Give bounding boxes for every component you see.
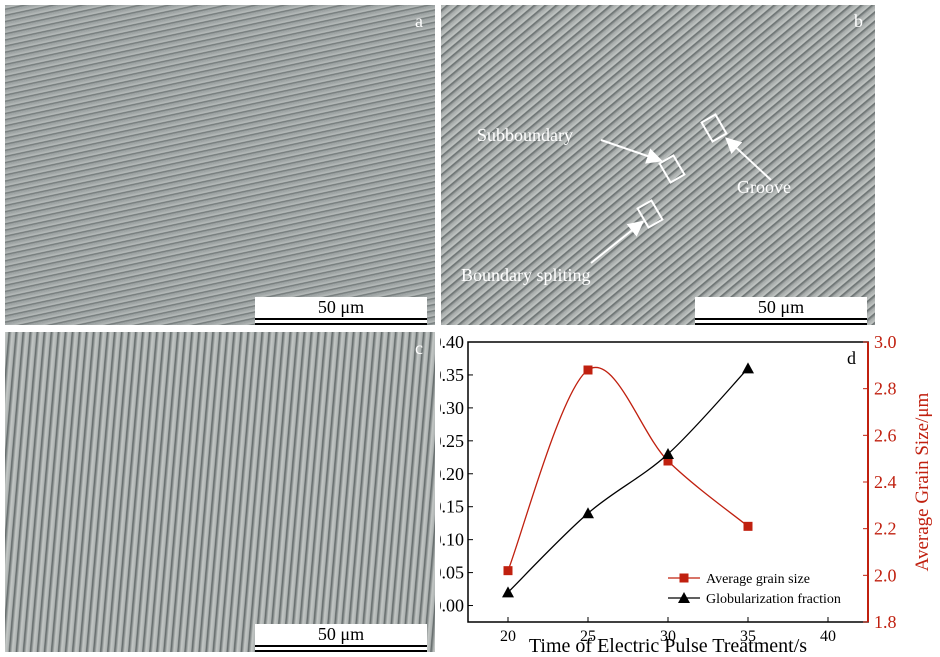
y-tick-label: 0.05 xyxy=(440,563,464,583)
marker xyxy=(680,574,689,583)
y-tick-label: 0.10 xyxy=(440,530,464,550)
y2-tick-label: 2.6 xyxy=(874,425,897,445)
panel-label: c xyxy=(415,338,423,359)
chart: 20253035400.000.050.100.150.200.250.300.… xyxy=(440,332,940,657)
y2-tick-label: 2.8 xyxy=(874,379,897,399)
y-tick-label: 0.40 xyxy=(440,332,464,352)
panel-label: d xyxy=(847,348,856,368)
x-axis-label: Time of Electric Pulse Treatment/s xyxy=(529,635,807,657)
micrograph: Subboundary Groove Boundary spliting b 5… xyxy=(441,5,875,325)
legend-label: Average grain size xyxy=(706,572,810,587)
y-tick-label: 0.20 xyxy=(440,464,464,484)
annotation: Groove xyxy=(737,177,791,198)
y-tick-label: 0.35 xyxy=(440,365,464,385)
marker xyxy=(584,366,593,375)
y-tick-label: 0.15 xyxy=(440,497,464,517)
series-line xyxy=(508,367,748,570)
legend-label: Globularization fraction xyxy=(706,592,841,607)
scale-bar: 50 μm xyxy=(255,624,427,652)
panel-label: a xyxy=(415,11,423,32)
marker xyxy=(744,522,753,531)
marker xyxy=(504,566,513,575)
x-tick-label: 20 xyxy=(500,628,516,645)
micrograph: a 50 μm xyxy=(5,5,435,325)
series-line xyxy=(508,368,748,592)
y2-tick-label: 1.8 xyxy=(874,612,897,632)
annotation: Boundary spliting xyxy=(461,265,591,286)
y-tick-label: 0.30 xyxy=(440,398,464,418)
annotation: Subboundary xyxy=(477,125,573,146)
y2-tick-label: 2.0 xyxy=(874,565,897,585)
y-tick-label: 0.00 xyxy=(440,596,464,616)
y2-tick-label: 3.0 xyxy=(874,332,897,352)
y2-axis-label: Average Grain Size/μm xyxy=(912,392,933,571)
scale-bar: 50 μm xyxy=(695,297,867,325)
y2-tick-label: 2.2 xyxy=(874,519,897,539)
micrograph: c 50 μm xyxy=(5,332,435,652)
y-tick-label: 0.25 xyxy=(440,431,464,451)
x-tick-label: 40 xyxy=(820,628,836,645)
panel-label: b xyxy=(854,11,863,32)
page: a 50 μm Subboundary Groove Boundary spli… xyxy=(0,0,940,657)
scale-bar: 50 μm xyxy=(255,297,427,325)
y2-tick-label: 2.4 xyxy=(874,472,897,492)
marker xyxy=(742,362,754,373)
